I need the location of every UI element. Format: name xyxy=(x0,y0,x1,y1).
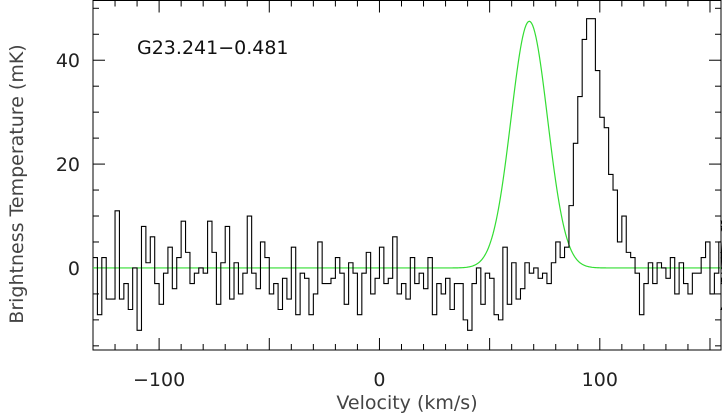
x-tick-label: 100 xyxy=(582,369,618,391)
y-tick-label: 0 xyxy=(68,258,80,280)
tick-labels: −100 0 100 0 20 40 xyxy=(56,50,618,391)
source-name-label: G23.241−0.481 xyxy=(137,37,289,59)
plot-frame xyxy=(92,0,722,351)
spectrum-step-line xyxy=(93,18,722,331)
x-axis-label: Velocity (km/s) xyxy=(336,392,477,414)
x-tick-label: −100 xyxy=(133,369,185,391)
y-tick-label: 20 xyxy=(56,154,80,176)
y-axis-label: Brightness Temperature (mK) xyxy=(6,44,28,323)
x-tick-label: 0 xyxy=(373,369,385,391)
y-tick-label: 40 xyxy=(56,50,80,72)
gaussian-fit-line xyxy=(93,20,721,269)
axis-ticks xyxy=(92,0,721,350)
